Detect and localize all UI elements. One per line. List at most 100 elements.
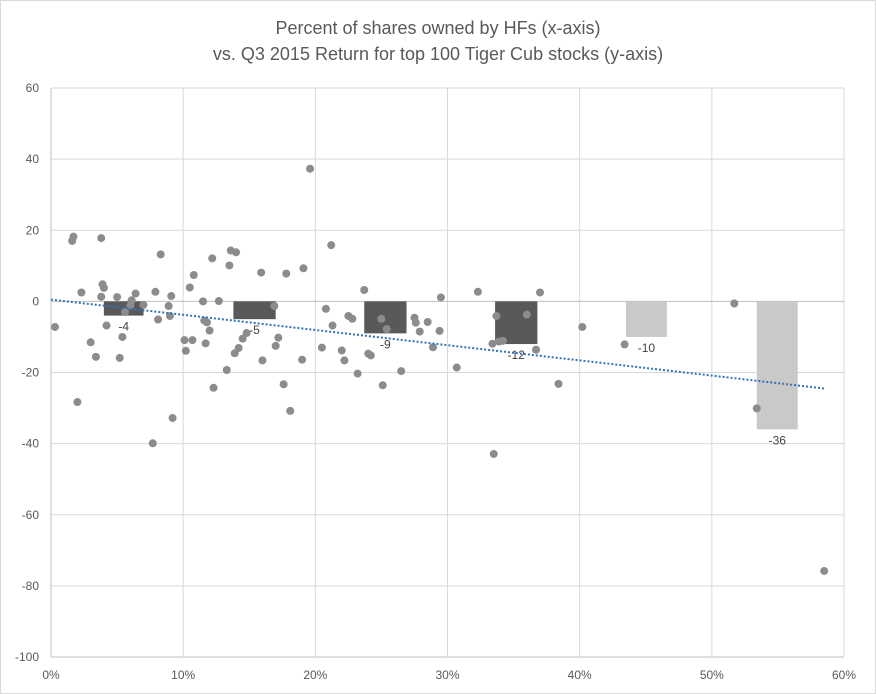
bar-value-label: -36 — [769, 433, 787, 447]
data-point — [348, 314, 357, 323]
data-point — [188, 336, 197, 345]
data-point — [274, 333, 283, 342]
data-point — [473, 287, 482, 296]
bar-value-label: -9 — [380, 337, 391, 351]
data-point — [554, 379, 563, 388]
data-point — [340, 356, 349, 365]
data-point — [201, 339, 210, 348]
data-point — [306, 164, 315, 173]
data-point — [578, 322, 587, 331]
data-point — [121, 308, 130, 317]
data-point — [154, 315, 163, 324]
data-point — [377, 314, 386, 323]
data-point — [270, 301, 279, 310]
bar — [233, 301, 276, 320]
data-point — [189, 271, 198, 280]
data-point — [337, 346, 346, 355]
data-point — [164, 301, 173, 310]
data-point — [298, 355, 307, 364]
data-point — [102, 321, 111, 330]
data-point — [232, 248, 241, 257]
data-point — [820, 566, 829, 575]
data-point — [488, 339, 497, 348]
data-point — [317, 343, 326, 352]
data-point — [730, 299, 739, 308]
data-point — [423, 318, 432, 327]
data-point — [167, 292, 176, 301]
data-point — [225, 261, 234, 270]
data-point — [113, 293, 122, 302]
data-point — [198, 297, 207, 306]
data-point — [428, 343, 437, 352]
y-tick-label: 60 — [26, 81, 40, 95]
data-point — [378, 381, 387, 390]
data-point — [299, 264, 308, 273]
data-point — [752, 404, 761, 413]
data-point — [151, 287, 160, 296]
data-point — [148, 439, 157, 448]
data-point — [360, 285, 369, 294]
data-point — [382, 325, 391, 334]
data-point — [86, 338, 95, 347]
data-point — [209, 383, 218, 392]
x-tick-label: 50% — [700, 668, 724, 682]
data-point — [214, 297, 223, 306]
data-point — [202, 318, 211, 327]
data-point — [185, 283, 194, 292]
data-point — [139, 300, 148, 309]
data-point — [234, 343, 243, 352]
x-tick-label: 60% — [832, 668, 856, 682]
y-tick-label: 0 — [32, 294, 39, 308]
data-point — [77, 288, 86, 297]
data-point — [492, 311, 501, 320]
data-point — [620, 340, 629, 349]
data-point — [127, 296, 136, 305]
data-point — [353, 369, 362, 378]
data-point — [328, 321, 337, 330]
data-point — [238, 334, 247, 343]
data-point — [411, 318, 420, 327]
data-point — [435, 326, 444, 335]
data-point — [168, 414, 177, 423]
bar — [495, 301, 538, 345]
x-tick-label: 10% — [171, 668, 195, 682]
data-point — [327, 241, 336, 250]
y-tick-label: -40 — [22, 437, 40, 451]
x-tick-label: 20% — [303, 668, 327, 682]
y-tick-label: 20 — [26, 223, 40, 237]
data-point — [282, 269, 291, 278]
data-point — [366, 351, 375, 360]
data-point — [536, 288, 545, 297]
data-point — [97, 292, 106, 301]
chart-title-line-2: vs. Q3 2015 Return for top 100 Tiger Cub… — [212, 44, 664, 64]
data-point — [286, 406, 295, 415]
data-point — [91, 352, 100, 361]
data-point — [156, 250, 165, 259]
data-point — [115, 353, 124, 362]
data-point — [97, 234, 106, 243]
data-point — [242, 329, 251, 338]
data-point — [452, 363, 461, 372]
bar-value-label: -12 — [508, 348, 526, 362]
data-point — [489, 449, 498, 458]
data-point — [118, 332, 127, 341]
bar-value-label: -10 — [638, 341, 656, 355]
x-tick-label: 30% — [435, 668, 459, 682]
data-point — [499, 336, 508, 345]
data-point — [522, 310, 531, 319]
data-point — [205, 326, 214, 335]
bar-value-label: -4 — [118, 320, 129, 334]
data-point — [271, 341, 280, 350]
data-point — [321, 304, 330, 313]
data-point — [258, 356, 267, 365]
chart-title-line-1: Percent of shares owned by HFs (x-axis) — [275, 18, 601, 38]
bar — [625, 301, 667, 337]
trendline — [50, 298, 825, 390]
data-point — [181, 346, 190, 355]
y-tick-label: -80 — [22, 579, 40, 593]
bar-value-label: -5 — [249, 323, 260, 337]
data-point — [99, 283, 108, 292]
data-point — [436, 293, 445, 302]
data-point — [415, 327, 424, 336]
data-point — [257, 268, 266, 277]
